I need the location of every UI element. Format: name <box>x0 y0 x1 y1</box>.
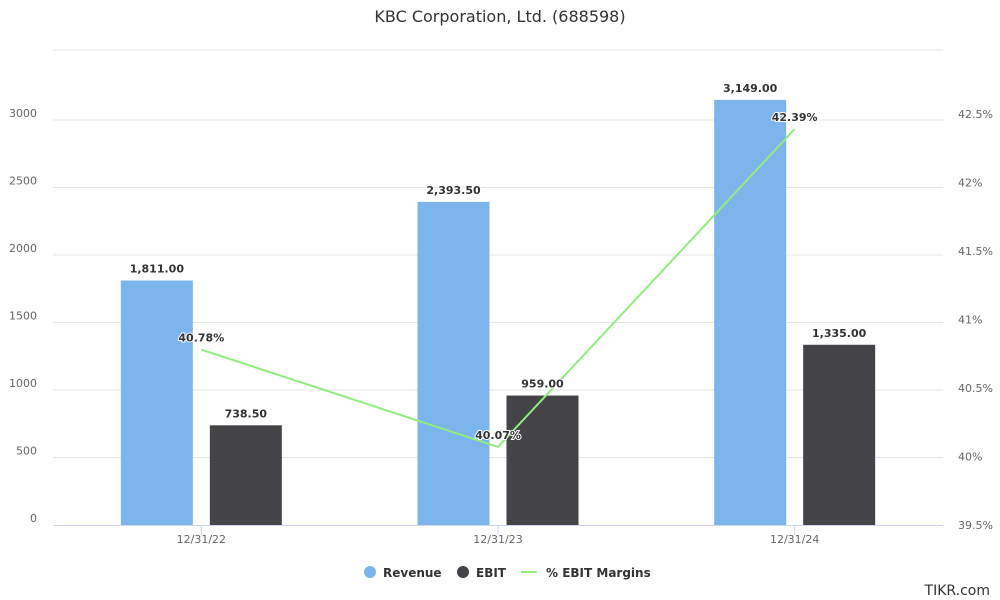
x-axis: 12/31/22 12/31/23 12/31/24 <box>53 525 943 546</box>
tikr-watermark: TIKR.com <box>924 583 990 599</box>
y-left-tick-label: 500 <box>16 445 37 458</box>
y-left-tick-label: 1500 <box>9 310 37 323</box>
y-left-tick-label: 2500 <box>9 175 37 188</box>
bar-revenue <box>714 99 787 525</box>
bar-revenue <box>120 280 193 525</box>
y-right-tick-label: 41% <box>958 314 982 327</box>
bar-ebit <box>803 344 876 525</box>
margin-value-label: 42.39% <box>772 111 818 124</box>
y-left-tick-label: 1000 <box>9 377 37 390</box>
legend-label: % EBIT Margins <box>546 566 651 580</box>
margin-series-line <box>201 128 796 449</box>
bar-value-label: 959.00 <box>521 378 564 391</box>
y-left-tick-label: 0 <box>30 512 37 525</box>
y-left-tick-label: 2000 <box>9 242 37 255</box>
legend-marker-ebit <box>457 566 469 578</box>
bar-revenue <box>417 201 490 525</box>
margin-line <box>201 128 796 449</box>
data-labels: 1,811.00 2,393.50 3,149.00 738.50 959.00 1,33… <box>129 81 868 443</box>
x-tick-label: 12/31/23 <box>473 533 522 546</box>
bar-value-label: 738.50 <box>225 407 268 420</box>
y-right-tick-label: 42.5% <box>958 108 993 121</box>
bar-ebit <box>506 395 579 525</box>
x-tick-label: 12/31/22 <box>177 533 226 546</box>
bars <box>120 99 876 525</box>
y-axis-right: 39.5% 40% 40.5% 41% 41.5% 42% 42.5% <box>958 108 993 532</box>
y-right-tick-label: 39.5% <box>958 519 993 532</box>
legend-marker-revenue <box>364 566 376 578</box>
bar-value-label: 2,393.50 <box>426 184 481 197</box>
legend: Revenue EBIT % EBIT Margins <box>364 566 651 580</box>
bar-value-label: 3,149.00 <box>723 82 778 95</box>
y-right-tick-label: 41.5% <box>958 245 993 258</box>
y-right-tick-label: 40.5% <box>958 382 993 395</box>
margin-value-label: 40.78% <box>178 332 224 345</box>
gridlines <box>53 49 943 458</box>
y-axis-left: 0 500 1000 1500 2000 2500 3000 <box>9 107 37 525</box>
chart-title: KBC Corporation, Ltd. (688598) <box>374 7 625 26</box>
legend-label: Revenue <box>383 566 442 580</box>
y-left-tick-label: 3000 <box>9 107 37 120</box>
y-right-tick-label: 40% <box>958 451 982 464</box>
margin-value-label: 40.07% <box>475 429 521 442</box>
bar-value-label: 1,335.00 <box>812 327 867 340</box>
x-tick-label: 12/31/24 <box>770 533 819 546</box>
bar-ebit <box>209 425 282 525</box>
legend-label: EBIT <box>476 566 507 580</box>
bar-value-label: 1,811.00 <box>130 263 185 276</box>
y-right-tick-label: 42% <box>958 177 982 190</box>
